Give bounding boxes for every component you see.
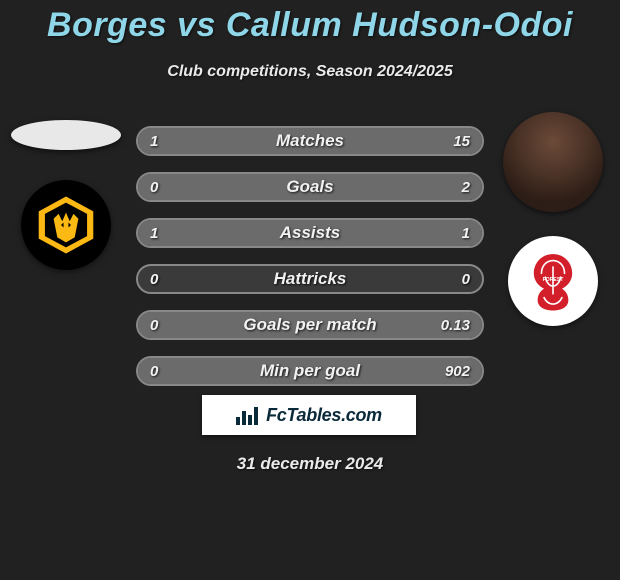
stat-row: 1 Assists 1 (136, 218, 484, 248)
stat-label: Assists (280, 223, 340, 243)
forest-icon: FOREST (521, 249, 585, 313)
svg-text:FOREST: FOREST (543, 277, 565, 283)
stat-row: 0 Min per goal 902 (136, 356, 484, 386)
stat-value-left: 0 (150, 363, 158, 380)
stat-value-right: 1 (462, 225, 470, 242)
brand-logo-icon (236, 405, 260, 425)
stat-value-right: 0 (462, 271, 470, 288)
stat-row: 1 Matches 15 (136, 126, 484, 156)
subtitle: Club competitions, Season 2024/2025 (0, 63, 620, 81)
stat-label: Hattricks (274, 269, 347, 289)
left-player-column (6, 112, 126, 270)
stat-value-left: 0 (150, 179, 158, 196)
stat-value-right: 902 (445, 363, 470, 380)
stat-value-right: 2 (462, 179, 470, 196)
stat-label: Goals per match (243, 315, 376, 335)
date-label: 31 december 2024 (0, 454, 620, 474)
stat-row: 0 Goals 2 (136, 172, 484, 202)
right-player-column: FOREST (498, 112, 608, 326)
brand-text: FcTables.com (266, 405, 382, 426)
club-left-badge (21, 180, 111, 270)
stat-value-left: 0 (150, 271, 158, 288)
stat-label: Goals (286, 177, 333, 197)
stat-value-left: 1 (150, 133, 158, 150)
stat-label: Min per goal (260, 361, 360, 381)
page-title: Borges vs Callum Hudson-Odoi (0, 0, 620, 45)
stat-value-left: 0 (150, 317, 158, 334)
stat-row: 0 Goals per match 0.13 (136, 310, 484, 340)
club-right-badge: FOREST (508, 236, 598, 326)
stat-value-right: 0.13 (441, 317, 470, 334)
brand-badge: FcTables.com (202, 395, 416, 435)
player-right-avatar (503, 112, 603, 212)
stat-value-right: 15 (453, 133, 470, 150)
stat-label: Matches (276, 131, 344, 151)
stats-table: 1 Matches 15 0 Goals 2 1 Assists 1 0 Hattricks 0 0 Go… (136, 126, 484, 402)
player-left-avatar (11, 120, 121, 150)
wolves-icon (35, 194, 97, 256)
stat-value-left: 1 (150, 225, 158, 242)
stat-row: 0 Hattricks 0 (136, 264, 484, 294)
